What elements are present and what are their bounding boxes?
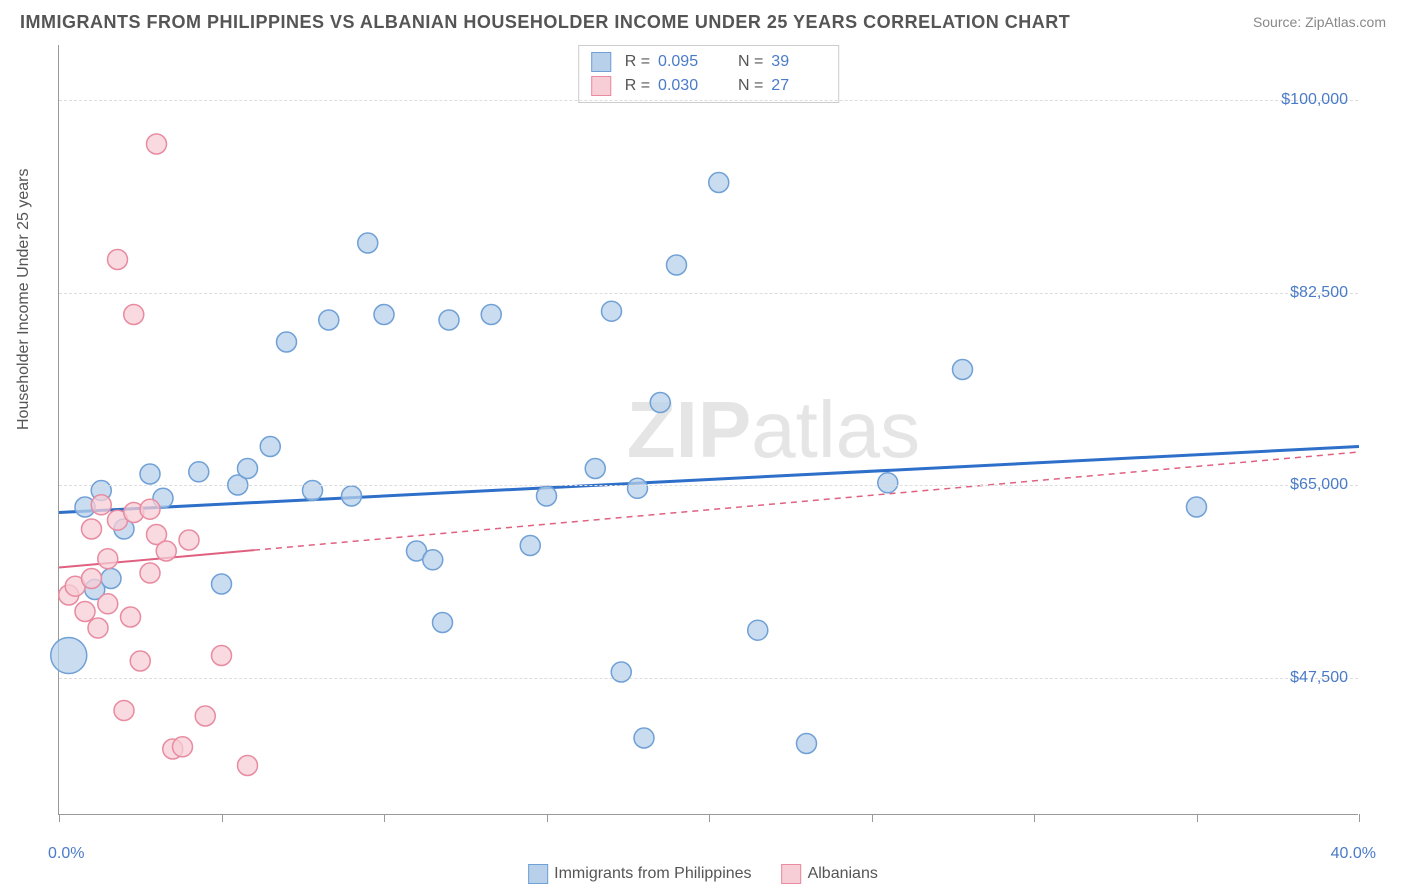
series-legend: Immigrants from Philippines Albanians	[528, 864, 878, 884]
data-point	[433, 613, 453, 633]
x-tick	[384, 814, 385, 822]
data-point	[953, 360, 973, 380]
data-point	[878, 473, 898, 493]
legend-item: Immigrants from Philippines	[528, 864, 751, 884]
data-point	[212, 646, 232, 666]
data-point	[173, 737, 193, 757]
data-point	[748, 620, 768, 640]
data-point	[374, 305, 394, 325]
x-tick	[1359, 814, 1360, 822]
x-min-label: 0.0%	[48, 845, 84, 863]
data-point	[98, 549, 118, 569]
stat-r-value: 0.095	[658, 53, 713, 71]
stat-r-label: R =	[625, 53, 650, 71]
data-point	[709, 173, 729, 193]
legend-swatch	[528, 864, 548, 884]
data-point	[101, 569, 121, 589]
data-point	[124, 305, 144, 325]
legend-stat-row: R = 0.095 N = 39	[591, 50, 827, 74]
stat-r-value: 0.030	[658, 77, 713, 95]
data-point	[189, 462, 209, 482]
data-point	[238, 756, 258, 776]
data-point	[140, 563, 160, 583]
stat-r-label: R =	[625, 77, 650, 95]
data-point	[140, 464, 160, 484]
data-point	[342, 486, 362, 506]
legend-item: Albanians	[782, 864, 878, 884]
x-tick	[872, 814, 873, 822]
chart-container: IMMIGRANTS FROM PHILIPPINES VS ALBANIAN …	[0, 0, 1406, 892]
source-attribution: Source: ZipAtlas.com	[1253, 14, 1386, 30]
data-point	[75, 602, 95, 622]
data-point	[537, 486, 557, 506]
data-point	[88, 618, 108, 638]
data-point	[650, 393, 670, 413]
data-point	[108, 250, 128, 270]
chart-title: IMMIGRANTS FROM PHILIPPINES VS ALBANIAN …	[20, 12, 1070, 33]
data-point	[140, 499, 160, 519]
data-point	[156, 541, 176, 561]
x-tick	[222, 814, 223, 822]
x-tick	[1197, 814, 1198, 822]
data-point	[797, 734, 817, 754]
legend-swatch	[591, 52, 611, 72]
y-tick-label: $82,500	[1290, 284, 1348, 302]
data-point	[1187, 497, 1207, 517]
data-point	[358, 233, 378, 253]
data-point	[51, 638, 87, 674]
x-tick	[547, 814, 548, 822]
legend-swatch	[782, 864, 802, 884]
data-point	[585, 459, 605, 479]
grid-line	[59, 100, 1358, 101]
data-point	[520, 536, 540, 556]
correlation-legend: R = 0.095 N = 39R = 0.030 N = 27	[578, 45, 840, 103]
data-point	[91, 495, 111, 515]
grid-line	[59, 678, 1358, 679]
scatter-svg	[59, 45, 1358, 814]
legend-label: Albanians	[808, 865, 878, 882]
data-point	[481, 305, 501, 325]
data-point	[82, 569, 102, 589]
data-point	[82, 519, 102, 539]
data-point	[611, 662, 631, 682]
x-tick	[709, 814, 710, 822]
data-point	[423, 550, 443, 570]
data-point	[195, 706, 215, 726]
y-tick-label: $65,000	[1290, 476, 1348, 494]
legend-label: Immigrants from Philippines	[554, 865, 751, 882]
data-point	[212, 574, 232, 594]
grid-line	[59, 485, 1358, 486]
y-axis-title: Householder Income Under 25 years	[15, 169, 33, 430]
stat-n-value: 27	[771, 77, 826, 95]
data-point	[179, 530, 199, 550]
legend-swatch	[591, 76, 611, 96]
data-point	[628, 478, 648, 498]
stat-n-value: 39	[771, 53, 826, 71]
data-point	[667, 255, 687, 275]
data-point	[303, 481, 323, 501]
stat-n-label: N =	[738, 53, 763, 71]
data-point	[277, 332, 297, 352]
x-tick	[1034, 814, 1035, 822]
y-tick-label: $47,500	[1290, 669, 1348, 687]
data-point	[439, 310, 459, 330]
x-tick	[59, 814, 60, 822]
data-point	[114, 701, 134, 721]
x-max-label: 40.0%	[1331, 845, 1376, 863]
data-point	[130, 651, 150, 671]
data-point	[98, 594, 118, 614]
legend-stat-row: R = 0.030 N = 27	[591, 74, 827, 98]
data-point	[634, 728, 654, 748]
stat-n-label: N =	[738, 77, 763, 95]
plot-area: ZIPatlas R = 0.095 N = 39R = 0.030 N = 2…	[58, 45, 1358, 815]
data-point	[238, 459, 258, 479]
data-point	[121, 607, 141, 627]
data-point	[319, 310, 339, 330]
y-tick-label: $100,000	[1281, 91, 1348, 109]
data-point	[260, 437, 280, 457]
grid-line	[59, 293, 1358, 294]
data-point	[602, 301, 622, 321]
data-point	[147, 134, 167, 154]
